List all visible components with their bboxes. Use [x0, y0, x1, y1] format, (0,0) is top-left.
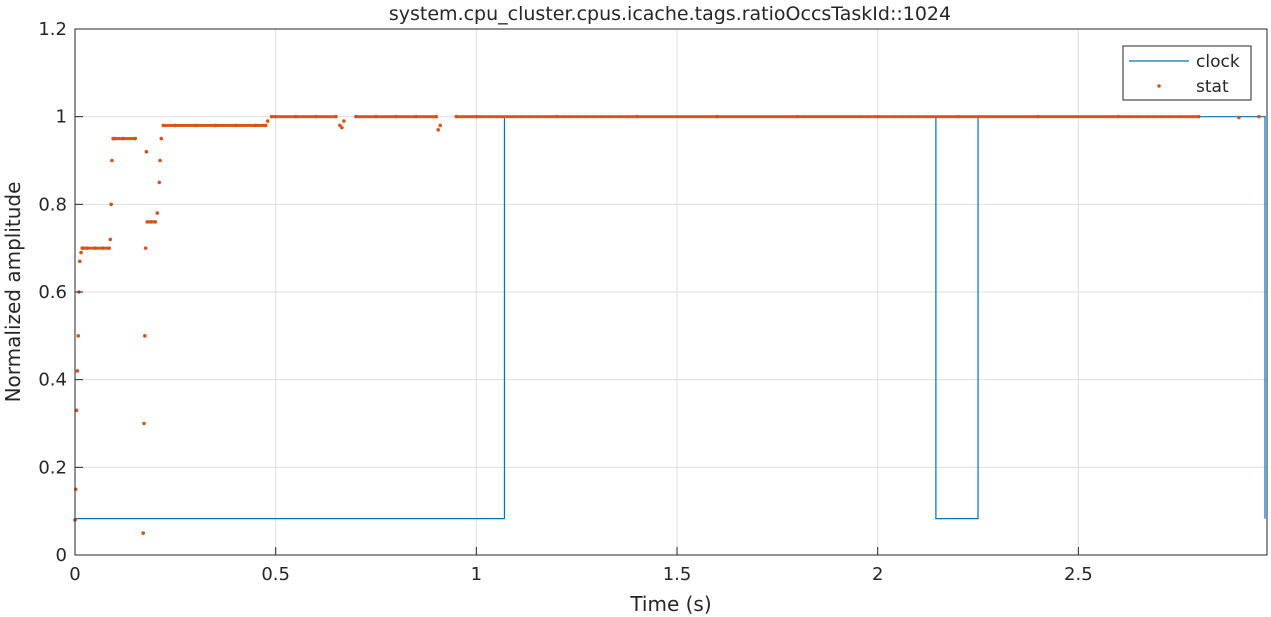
x-tick-label: 0.5: [261, 564, 290, 585]
stat-point: [155, 211, 160, 215]
y-tick-label: 0.6: [38, 282, 67, 303]
x-axis: 0 0.5 1 1.5 2 2.5: [69, 547, 1093, 585]
x-tick-label: 1.5: [663, 564, 692, 585]
legend-clock-label: clock: [1196, 52, 1240, 72]
stat-point: [143, 246, 148, 250]
stat-point: [144, 149, 149, 154]
stat-point: [75, 369, 80, 373]
x-tick-label: 2.5: [1064, 564, 1093, 585]
y-tick-label: 0.4: [38, 370, 67, 391]
y-tick-label: 0.2: [38, 457, 67, 478]
y-tick-label: 0.8: [38, 194, 67, 215]
stat-point: [76, 334, 81, 338]
stat-point: [1237, 115, 1241, 120]
x-axis-title: Time (s): [629, 592, 711, 616]
y-axis: 0 0.2 0.4 0.6 0.8 1 1.2: [38, 19, 83, 566]
series-layer: [73, 114, 1266, 535]
stat-point: [342, 119, 346, 123]
stat-point: [141, 531, 146, 535]
y-tick-label: 0: [56, 545, 67, 566]
x-tick-label: 1: [471, 564, 482, 585]
chart-title: system.cpu_cluster.cpus.icache.tags.rati…: [389, 3, 951, 25]
stat-point: [1257, 114, 1261, 119]
stat-point: [263, 123, 268, 128]
stat-point: [159, 136, 164, 141]
y-axis-title: Normalized amplitude: [1, 182, 25, 403]
stat-point: [107, 246, 111, 250]
stat-point: [436, 128, 441, 132]
stat-point: [110, 158, 114, 163]
stat-point: [438, 123, 443, 128]
legend-stat-label: stat: [1196, 77, 1229, 97]
stat-point: [133, 136, 138, 141]
stat-point: [153, 220, 158, 224]
stat-point: [434, 114, 439, 119]
stat-point: [78, 259, 82, 264]
stat-point: [143, 334, 147, 338]
legend-box: [1122, 45, 1252, 101]
stat-point: [157, 180, 162, 185]
x-tick-label: 2: [872, 564, 883, 585]
stat-point: [265, 119, 270, 123]
y-tick-label: 1.2: [38, 19, 67, 40]
legend: clock stat: [1122, 45, 1252, 101]
stat-point: [334, 114, 338, 119]
y-tick-label: 1: [56, 107, 67, 128]
stat-point: [1196, 114, 1201, 119]
series-stat-markers: [73, 114, 1261, 535]
stat-point: [142, 421, 146, 426]
stat-point: [108, 237, 113, 242]
legend-stat-marker: [1157, 84, 1161, 88]
stat-point: [340, 125, 344, 130]
stat-point: [158, 158, 162, 163]
stat-point: [79, 250, 83, 255]
stat-point: [109, 202, 113, 207]
x-tick-label: 0: [69, 564, 80, 585]
stat-point: [74, 408, 79, 413]
